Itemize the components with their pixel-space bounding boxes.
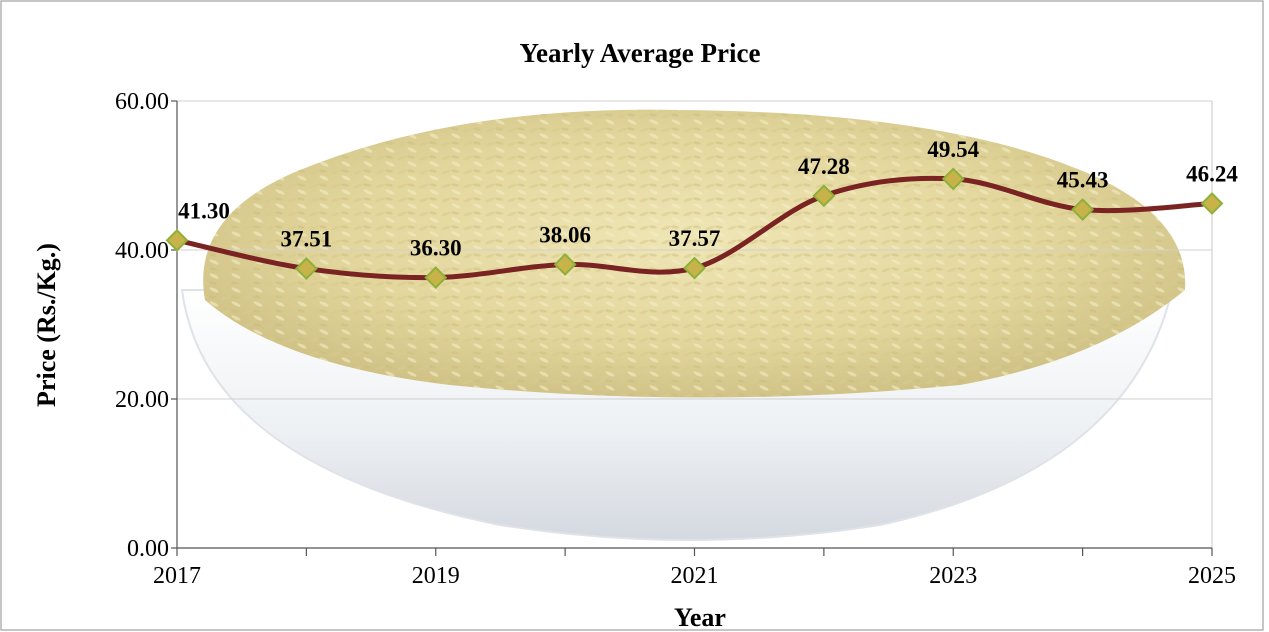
marker-layer <box>165 167 1224 289</box>
data-point-marker <box>683 256 706 280</box>
data-point-marker <box>1200 192 1224 215</box>
axis-layer: 0.00 20.00 40.00 60.00 2017 2019 2021 2023 2025 <box>115 89 1236 589</box>
x-tick-label: 2023 <box>929 563 977 589</box>
data-point-marker <box>424 266 448 289</box>
data-label: 47.28 <box>798 154 850 179</box>
data-point-marker <box>941 167 965 191</box>
rice-bowl-background <box>180 109 1186 541</box>
data-label: 37.57 <box>669 226 721 251</box>
data-label: 36.30 <box>410 236 462 261</box>
y-axis-title: Price (Rs./Kg.) <box>32 243 61 407</box>
data-label: 45.43 <box>1057 168 1109 193</box>
chart-title: Yearly Average Price <box>520 38 761 68</box>
x-axis-title: Year <box>674 603 726 632</box>
y-tick-label: 0.00 <box>127 536 169 562</box>
data-point-marker <box>1071 198 1095 221</box>
data-point-marker <box>165 228 189 252</box>
x-tick-label: 2025 <box>1188 563 1236 589</box>
data-point-marker <box>294 257 318 280</box>
y-tick-label: 40.00 <box>115 238 169 264</box>
x-tick-label: 2017 <box>153 563 201 589</box>
data-point-marker <box>553 253 577 276</box>
label-layer: 41.30 37.51 36.30 38.06 37.57 47.28 49.54 45.43… <box>178 137 1238 261</box>
data-label: 37.51 <box>281 227 333 252</box>
x-tick-label: 2019 <box>412 563 460 589</box>
rice-grains <box>203 109 1186 398</box>
x-tick-label: 2021 <box>671 563 719 589</box>
data-label: 49.54 <box>927 137 979 162</box>
data-label: 46.24 <box>1186 162 1238 187</box>
data-label: 41.30 <box>178 198 230 223</box>
y-tick-label: 60.00 <box>115 89 169 115</box>
data-label: 38.06 <box>539 222 591 247</box>
data-point-marker <box>812 184 836 208</box>
y-tick-label: 20.00 <box>115 387 169 413</box>
